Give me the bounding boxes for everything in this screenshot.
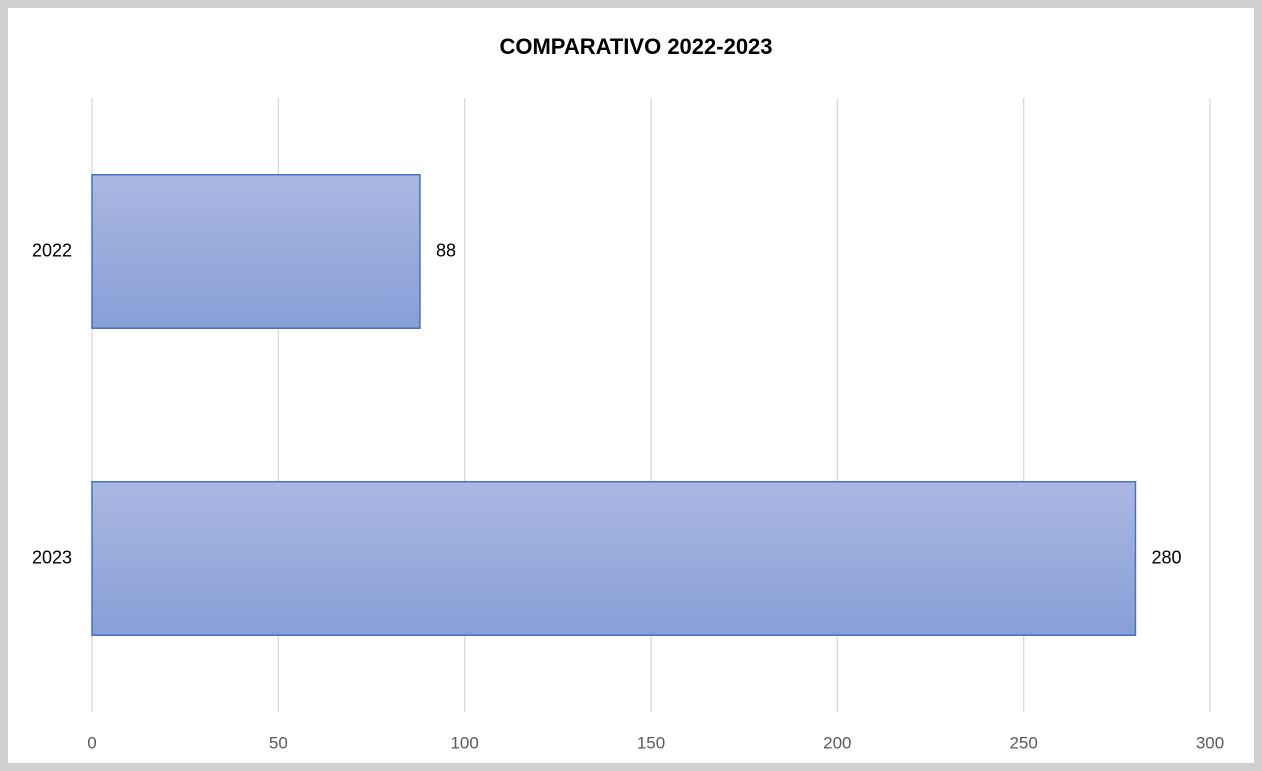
x-tick-label: 0 [87, 733, 96, 752]
y-tick-label: 2022 [32, 240, 72, 260]
chart-title: COMPARATIVO 2022-2023 [499, 34, 772, 59]
x-tick-label: 300 [1196, 733, 1224, 752]
bar [91, 174, 421, 329]
bar [91, 481, 1137, 636]
data-label: 88 [436, 240, 456, 260]
x-tick-label: 150 [637, 733, 665, 752]
y-tick-label: 2023 [32, 547, 72, 567]
x-tick-label: 250 [1009, 733, 1037, 752]
x-tick-label: 100 [450, 733, 478, 752]
data-label: 280 [1151, 547, 1181, 567]
x-tick-label: 200 [823, 733, 851, 752]
x-tick-label: 50 [269, 733, 288, 752]
